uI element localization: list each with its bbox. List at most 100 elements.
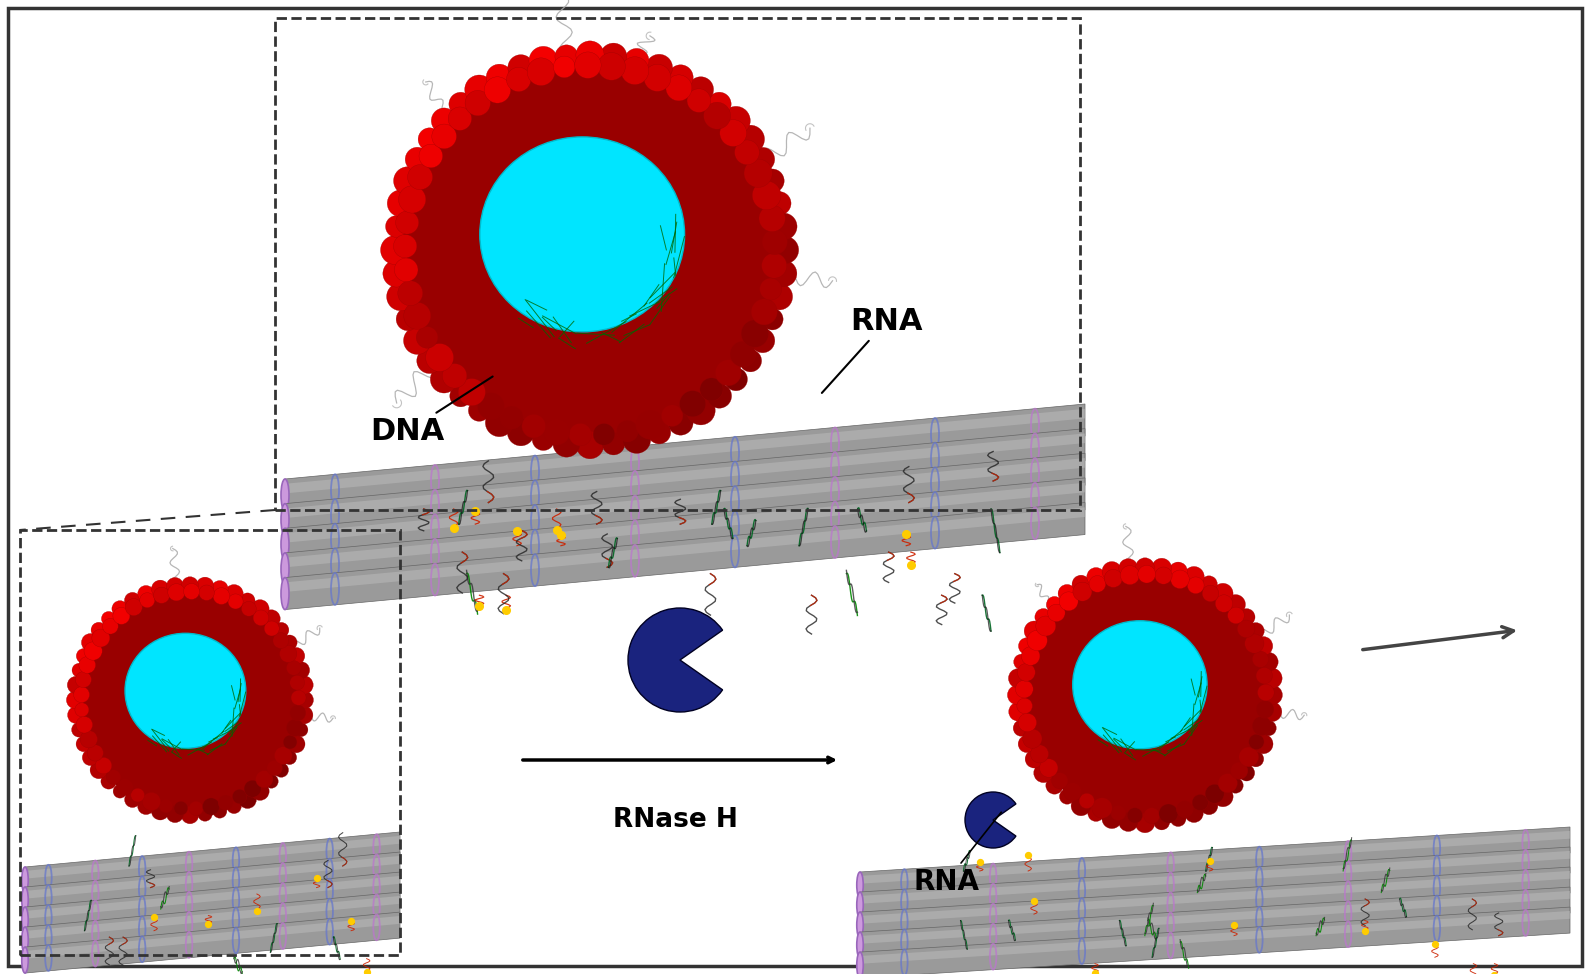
Circle shape — [95, 758, 111, 774]
Circle shape — [1256, 700, 1274, 718]
Circle shape — [431, 365, 458, 393]
Circle shape — [758, 206, 785, 232]
Circle shape — [620, 56, 649, 85]
Polygon shape — [285, 507, 1084, 592]
Circle shape — [113, 784, 127, 798]
Circle shape — [91, 762, 108, 779]
Circle shape — [1127, 807, 1143, 823]
Circle shape — [544, 419, 569, 445]
Circle shape — [1239, 765, 1255, 781]
Circle shape — [294, 676, 313, 694]
Circle shape — [67, 692, 84, 709]
Circle shape — [1048, 604, 1065, 621]
Circle shape — [1102, 808, 1123, 829]
Circle shape — [291, 691, 305, 705]
Circle shape — [1218, 773, 1237, 793]
Circle shape — [1259, 653, 1278, 671]
Polygon shape — [860, 907, 1569, 974]
Circle shape — [522, 414, 545, 438]
Circle shape — [1143, 807, 1159, 824]
Circle shape — [264, 621, 280, 636]
Circle shape — [124, 792, 140, 807]
Circle shape — [448, 107, 472, 131]
Wedge shape — [965, 792, 1016, 848]
Circle shape — [294, 723, 308, 736]
Circle shape — [668, 65, 693, 90]
Circle shape — [286, 719, 304, 736]
Circle shape — [245, 780, 261, 797]
Circle shape — [771, 237, 798, 264]
Ellipse shape — [22, 927, 29, 954]
Circle shape — [1040, 759, 1057, 777]
Circle shape — [1227, 607, 1245, 623]
Circle shape — [386, 282, 415, 311]
Circle shape — [1030, 745, 1048, 763]
Circle shape — [264, 774, 278, 788]
Polygon shape — [860, 891, 1569, 944]
Circle shape — [555, 45, 579, 68]
Circle shape — [603, 432, 625, 455]
Circle shape — [394, 258, 418, 281]
Circle shape — [688, 77, 714, 102]
Polygon shape — [285, 409, 1084, 494]
Circle shape — [73, 687, 89, 702]
Circle shape — [256, 770, 273, 788]
Polygon shape — [25, 852, 401, 913]
Polygon shape — [860, 851, 1569, 904]
Circle shape — [464, 75, 494, 104]
Circle shape — [1213, 583, 1234, 604]
Circle shape — [251, 782, 269, 801]
Circle shape — [396, 308, 420, 331]
Circle shape — [388, 190, 413, 217]
Circle shape — [569, 424, 591, 446]
Circle shape — [1227, 778, 1243, 793]
Ellipse shape — [399, 58, 781, 441]
Circle shape — [730, 341, 755, 367]
Circle shape — [242, 601, 256, 617]
Circle shape — [240, 593, 254, 608]
Polygon shape — [860, 871, 1569, 923]
Circle shape — [189, 802, 204, 815]
Circle shape — [1239, 609, 1255, 625]
Circle shape — [426, 344, 453, 371]
Circle shape — [1089, 576, 1105, 592]
Circle shape — [644, 64, 671, 92]
Circle shape — [81, 633, 100, 652]
Circle shape — [636, 410, 665, 439]
Bar — [275, 18, 1080, 510]
Circle shape — [1014, 655, 1029, 669]
Circle shape — [167, 578, 183, 594]
Circle shape — [553, 431, 580, 457]
Circle shape — [1188, 577, 1204, 594]
Ellipse shape — [281, 504, 289, 536]
Ellipse shape — [857, 932, 863, 958]
Circle shape — [687, 396, 716, 425]
Circle shape — [477, 393, 504, 420]
Circle shape — [393, 235, 417, 258]
Circle shape — [1202, 585, 1220, 602]
Polygon shape — [860, 831, 1569, 883]
Circle shape — [431, 108, 456, 133]
Circle shape — [1059, 789, 1075, 805]
Circle shape — [1102, 562, 1121, 581]
Circle shape — [762, 309, 784, 330]
Circle shape — [1185, 804, 1204, 822]
Circle shape — [267, 761, 283, 776]
Circle shape — [507, 419, 534, 446]
Circle shape — [1231, 762, 1248, 779]
Circle shape — [487, 64, 512, 91]
Circle shape — [448, 93, 472, 116]
Circle shape — [1248, 734, 1264, 750]
Circle shape — [1035, 616, 1056, 636]
Circle shape — [1027, 630, 1048, 651]
Circle shape — [574, 52, 601, 78]
Circle shape — [1151, 558, 1172, 578]
Circle shape — [288, 648, 305, 664]
Circle shape — [83, 749, 99, 766]
Circle shape — [720, 120, 747, 146]
Circle shape — [507, 67, 531, 92]
Polygon shape — [860, 867, 1569, 938]
Circle shape — [750, 299, 778, 325]
Circle shape — [708, 384, 731, 408]
Circle shape — [501, 406, 523, 429]
